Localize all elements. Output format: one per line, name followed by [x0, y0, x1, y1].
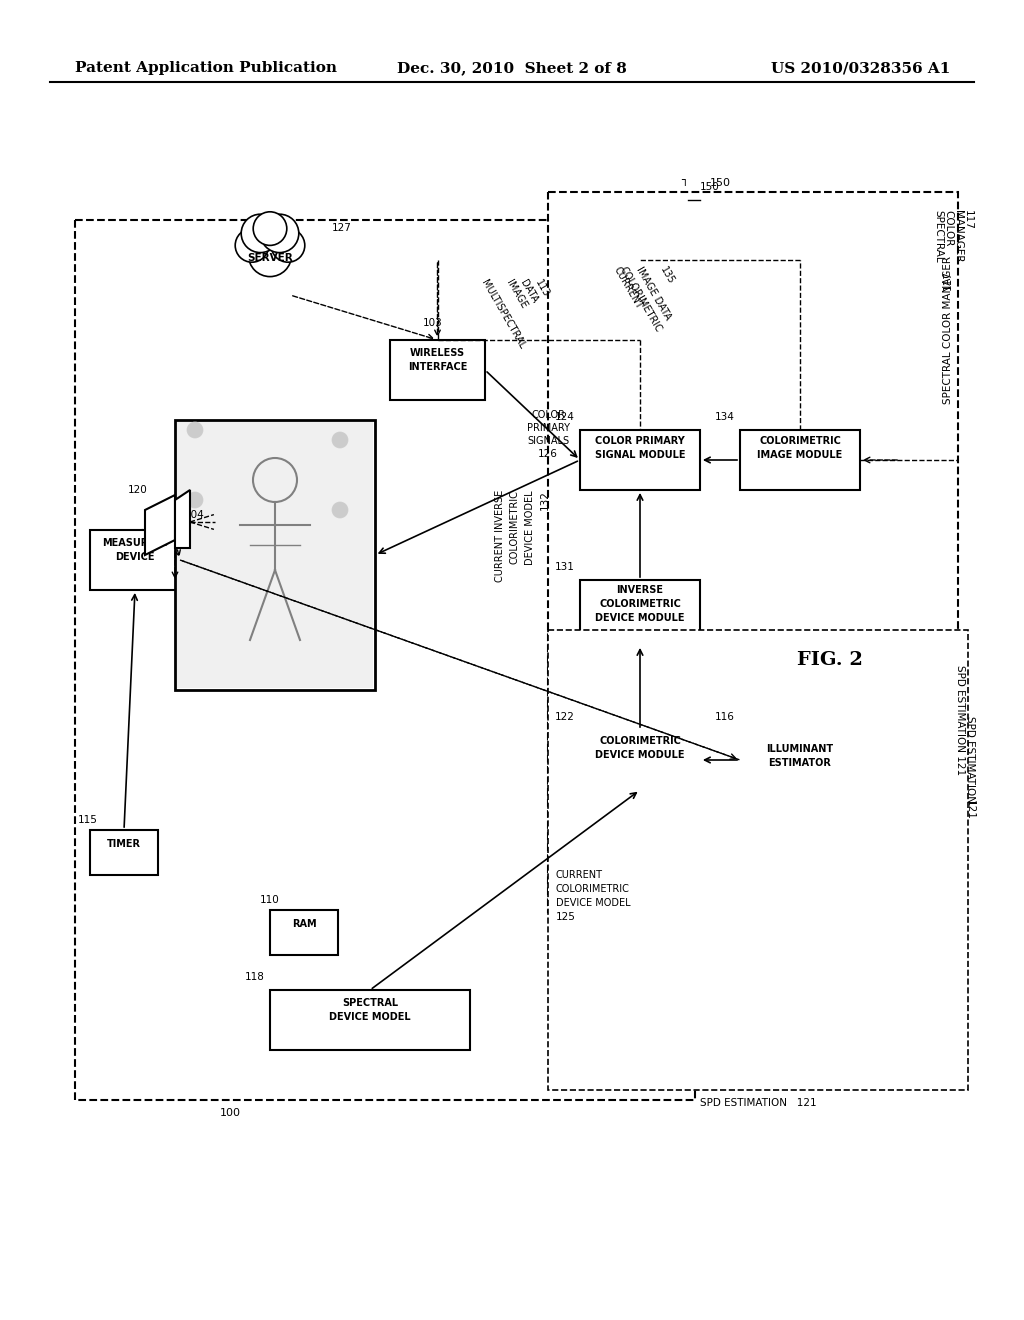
Text: 150: 150	[710, 178, 731, 187]
Circle shape	[187, 492, 203, 508]
Text: PRIMARY: PRIMARY	[526, 422, 569, 433]
Text: CURRENT INVERSE: CURRENT INVERSE	[495, 490, 505, 582]
Text: WIRELESS: WIRELESS	[410, 348, 465, 358]
Circle shape	[187, 422, 203, 438]
Text: 115: 115	[78, 814, 98, 825]
Polygon shape	[145, 495, 175, 554]
Polygon shape	[175, 490, 190, 548]
Text: SPD ESTIMATION   121: SPD ESTIMATION 121	[699, 1098, 816, 1107]
Circle shape	[236, 228, 268, 263]
Text: SPECTRAL: SPECTRAL	[342, 998, 398, 1008]
Text: COLOR: COLOR	[531, 411, 565, 420]
Circle shape	[242, 214, 280, 252]
Text: SPD ESTIMATION: SPD ESTIMATION	[965, 717, 975, 804]
Text: 100: 100	[219, 1107, 241, 1118]
Text: IMAGE DATA: IMAGE DATA	[635, 265, 673, 322]
Text: COLORIMETRIC: COLORIMETRIC	[599, 737, 681, 746]
Text: COLOR: COLOR	[943, 210, 953, 247]
Circle shape	[332, 432, 348, 447]
Text: 113: 113	[534, 279, 551, 298]
Text: COLORIMETRIC: COLORIMETRIC	[510, 490, 520, 564]
FancyBboxPatch shape	[177, 422, 373, 688]
Text: ┐: ┐	[682, 176, 688, 186]
Text: INTERFACE: INTERFACE	[408, 362, 467, 372]
Text: 121: 121	[965, 800, 975, 820]
Text: 117: 117	[963, 210, 973, 230]
FancyBboxPatch shape	[548, 191, 958, 912]
Text: DEVICE MODEL: DEVICE MODEL	[329, 1012, 411, 1022]
Text: 127: 127	[332, 223, 352, 234]
Text: 150: 150	[700, 182, 720, 191]
FancyBboxPatch shape	[270, 909, 338, 954]
Text: 110: 110	[260, 895, 280, 906]
Text: COLORIMETRIC: COLORIMETRIC	[599, 599, 681, 609]
Text: SIGNALS: SIGNALS	[527, 436, 569, 446]
Text: SPECTRAL: SPECTRAL	[933, 210, 943, 263]
Text: 126: 126	[538, 449, 558, 459]
Text: DEVICE MODULE: DEVICE MODULE	[595, 750, 685, 760]
Text: FIG. 2: FIG. 2	[797, 651, 863, 669]
Text: IMAGE: IMAGE	[504, 279, 528, 310]
FancyBboxPatch shape	[75, 220, 695, 1100]
FancyBboxPatch shape	[580, 430, 700, 490]
Text: 134: 134	[715, 412, 735, 422]
Text: DEVICE MODEL: DEVICE MODEL	[556, 898, 631, 908]
FancyBboxPatch shape	[548, 630, 968, 1090]
Text: 120: 120	[128, 484, 147, 495]
FancyBboxPatch shape	[740, 730, 860, 789]
Text: MULTISPECTRAL: MULTISPECTRAL	[479, 279, 526, 351]
Circle shape	[249, 234, 292, 277]
Text: 116: 116	[715, 711, 735, 722]
Text: TIMER: TIMER	[106, 840, 141, 849]
Text: DEVICE MODULE: DEVICE MODULE	[595, 612, 685, 623]
Circle shape	[253, 211, 287, 246]
Circle shape	[332, 502, 348, 517]
Text: DEVICE: DEVICE	[116, 552, 155, 562]
Text: INVERSE: INVERSE	[616, 585, 664, 595]
FancyBboxPatch shape	[580, 579, 700, 645]
Text: SPD ESTIMATION 121: SPD ESTIMATION 121	[955, 665, 965, 775]
Text: 125: 125	[556, 912, 575, 921]
Text: COLORIMETRIC: COLORIMETRIC	[618, 265, 664, 334]
FancyBboxPatch shape	[175, 420, 375, 690]
Text: Patent Application Publication: Patent Application Publication	[75, 61, 337, 75]
Text: ESTIMATOR: ESTIMATOR	[769, 758, 831, 768]
Circle shape	[260, 214, 299, 252]
Text: COLORIMETRIC: COLORIMETRIC	[759, 436, 841, 446]
Text: 118: 118	[245, 972, 265, 982]
Text: 104: 104	[185, 510, 205, 520]
FancyBboxPatch shape	[90, 830, 158, 875]
FancyBboxPatch shape	[740, 430, 860, 490]
Text: 132: 132	[540, 490, 550, 510]
FancyBboxPatch shape	[90, 531, 180, 590]
Text: 131: 131	[555, 562, 575, 572]
Text: 122: 122	[555, 711, 575, 722]
Text: SPECTRAL COLOR MANAGER: SPECTRAL COLOR MANAGER	[943, 256, 953, 404]
Text: Dec. 30, 2010  Sheet 2 of 8: Dec. 30, 2010 Sheet 2 of 8	[397, 61, 627, 75]
Text: MEASURING: MEASURING	[102, 539, 168, 548]
Text: US 2010/0328356 A1: US 2010/0328356 A1	[771, 61, 950, 75]
Text: CURRENT: CURRENT	[556, 870, 603, 880]
Text: SIGNAL MODULE: SIGNAL MODULE	[595, 450, 685, 459]
FancyBboxPatch shape	[390, 341, 485, 400]
Circle shape	[271, 228, 305, 263]
Text: DEVICE MODEL: DEVICE MODEL	[525, 490, 535, 565]
Text: MANAGER: MANAGER	[953, 210, 963, 263]
Text: SERVER: SERVER	[247, 253, 293, 263]
Text: 124: 124	[555, 412, 575, 422]
Text: 135: 135	[658, 265, 676, 286]
Text: IMAGE MODULE: IMAGE MODULE	[758, 450, 843, 459]
FancyBboxPatch shape	[270, 990, 470, 1049]
Text: COLOR PRIMARY: COLOR PRIMARY	[595, 436, 685, 446]
Text: ILLUMINANT: ILLUMINANT	[766, 744, 834, 754]
Text: RAM: RAM	[292, 919, 316, 929]
Text: 117: 117	[943, 271, 953, 290]
Text: CURRENT: CURRENT	[612, 265, 644, 310]
FancyBboxPatch shape	[580, 730, 700, 789]
Text: 103: 103	[423, 318, 442, 327]
Text: COLORIMETRIC: COLORIMETRIC	[556, 884, 630, 894]
Text: DATA: DATA	[518, 279, 540, 305]
